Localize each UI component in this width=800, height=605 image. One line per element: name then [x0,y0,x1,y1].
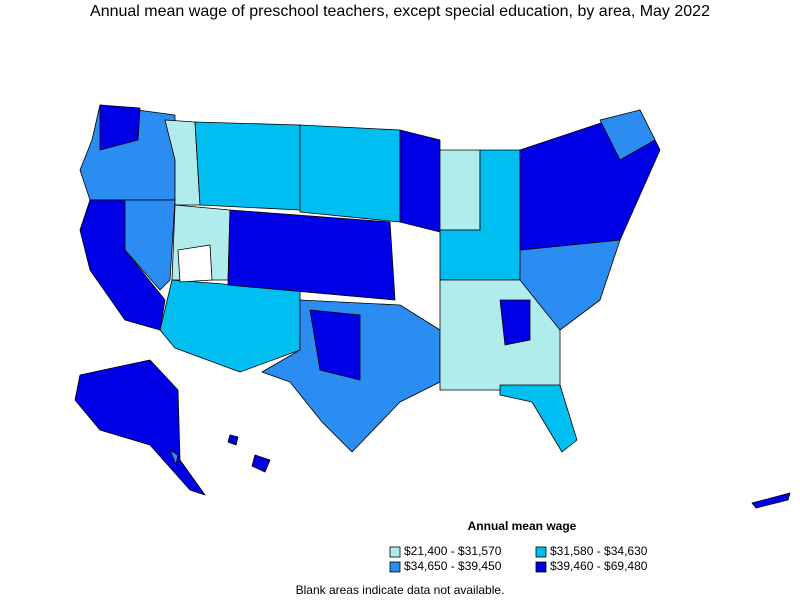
map-area [194,121,301,211]
map-area [159,279,301,373]
map-area [164,119,201,206]
legend-label: $31,580 - $34,630 [550,544,648,558]
map-area [499,384,578,453]
map-area [751,492,791,509]
map-area [499,299,531,346]
map-area [439,149,481,231]
map-title: Annual mean wage of preschool teachers, … [90,3,710,20]
map-area [227,434,239,446]
legend-title: Annual mean wage [468,519,577,533]
map-area [99,104,141,151]
map-area [124,199,176,291]
map-area [599,109,656,161]
map-area [299,124,401,223]
map-area [309,309,361,381]
legend-label: $39,460 - $69,480 [550,559,648,573]
legend-label: $21,400 - $31,570 [404,544,502,558]
map-area [251,454,271,473]
legend-label: $34,650 - $39,450 [404,559,502,573]
map-area [169,449,179,466]
legend: $21,400 - $31,570 $31,580 - $34,630 $34,65… [389,544,648,573]
blank-area [177,244,213,283]
footnote: Blank areas indicate data not available. [296,583,505,597]
legend-swatch [535,561,547,573]
map-area [74,359,206,496]
map-area [399,129,441,233]
legend-swatch [389,546,401,558]
legend-swatch [389,561,401,573]
map-regions [74,104,791,509]
map-area [227,209,396,301]
legend-swatch [535,546,547,558]
